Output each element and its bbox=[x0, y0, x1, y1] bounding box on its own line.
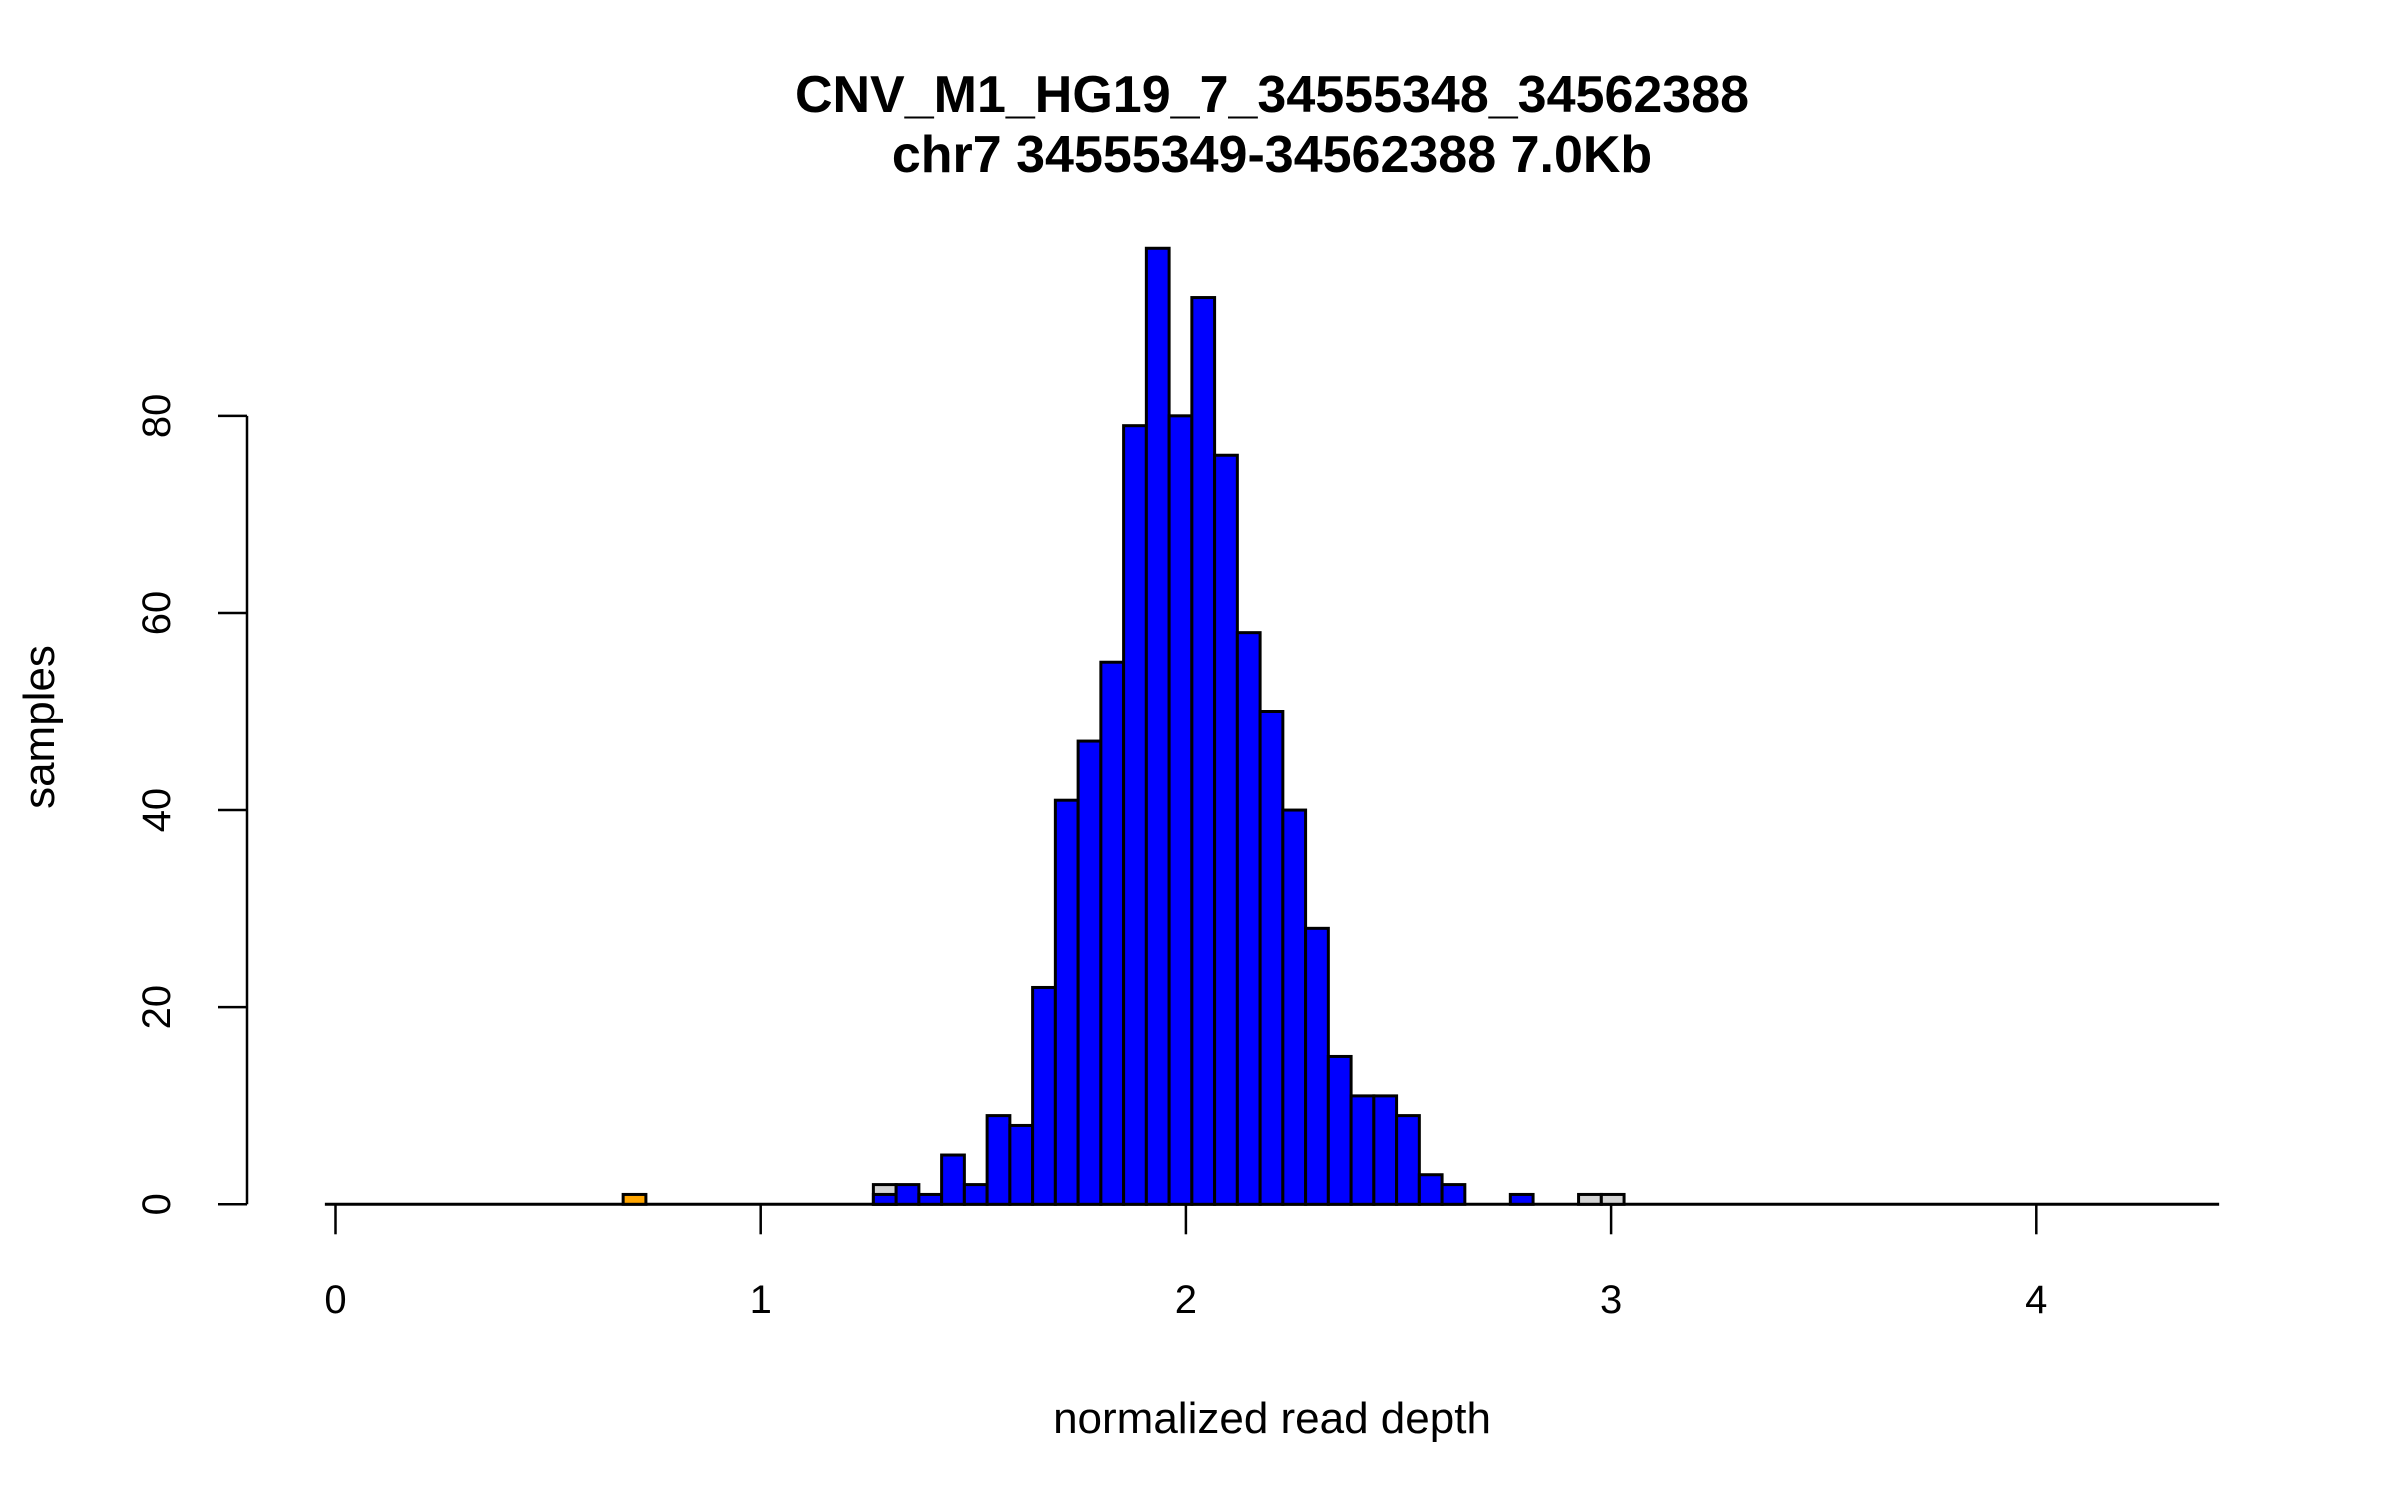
normal-bar bbox=[962, 1183, 989, 1206]
normal-bar bbox=[1076, 739, 1103, 1206]
normal-bar bbox=[1395, 1114, 1421, 1206]
y-tick-label: 60 bbox=[135, 591, 179, 636]
normal-bar bbox=[1190, 296, 1217, 1206]
all-samples-bar bbox=[1577, 1192, 1603, 1206]
normal-bar bbox=[1508, 1192, 1535, 1206]
x-tick-label: 3 bbox=[1600, 1278, 1622, 1322]
normal-bar bbox=[1122, 424, 1148, 1206]
normal-bar bbox=[1008, 1123, 1035, 1206]
normal-bar bbox=[1281, 808, 1308, 1206]
normal-bar bbox=[1417, 1173, 1444, 1206]
x-tick-label: 2 bbox=[1175, 1278, 1197, 1322]
all-samples-bar bbox=[1599, 1192, 1626, 1206]
normal-bar bbox=[1326, 1054, 1353, 1206]
normal-bar bbox=[985, 1114, 1012, 1206]
x-tick-label: 1 bbox=[750, 1278, 772, 1322]
normal-bar bbox=[1258, 710, 1285, 1206]
y-axis-label: samples bbox=[15, 645, 64, 809]
normal-bar bbox=[1213, 453, 1239, 1206]
normal-bar bbox=[1167, 414, 1194, 1206]
normal-bar bbox=[1144, 246, 1171, 1206]
normal-bar bbox=[871, 1192, 898, 1206]
y-tick-label: 80 bbox=[135, 394, 179, 439]
normal-bar bbox=[917, 1192, 944, 1206]
x-tick-label: 0 bbox=[324, 1278, 346, 1322]
deletion-bar bbox=[621, 1192, 648, 1206]
y-tick-label: 0 bbox=[135, 1193, 179, 1215]
normal-bar bbox=[1304, 926, 1330, 1206]
normal-bar bbox=[1099, 660, 1126, 1206]
x-axis-label: normalized read depth bbox=[1053, 1394, 1491, 1443]
normal-bar bbox=[1031, 985, 1057, 1206]
chart-subtitle: chr7 34555349-34562388 7.0Kb bbox=[892, 126, 1652, 184]
y-tick-label: 20 bbox=[135, 985, 179, 1029]
chart-title: CNV_M1_HG19_7_34555348_34562388 bbox=[795, 66, 1749, 124]
normal-bar bbox=[894, 1183, 921, 1206]
x-tick-label: 4 bbox=[2025, 1278, 2047, 1322]
normal-bar bbox=[940, 1153, 966, 1206]
normal-bar bbox=[1053, 798, 1080, 1206]
normal-bar bbox=[1372, 1094, 1399, 1206]
normal-bar bbox=[1349, 1094, 1376, 1206]
normal-bar bbox=[1440, 1183, 1467, 1206]
normal-bar bbox=[1235, 631, 1262, 1206]
y-tick-label: 40 bbox=[135, 788, 179, 833]
